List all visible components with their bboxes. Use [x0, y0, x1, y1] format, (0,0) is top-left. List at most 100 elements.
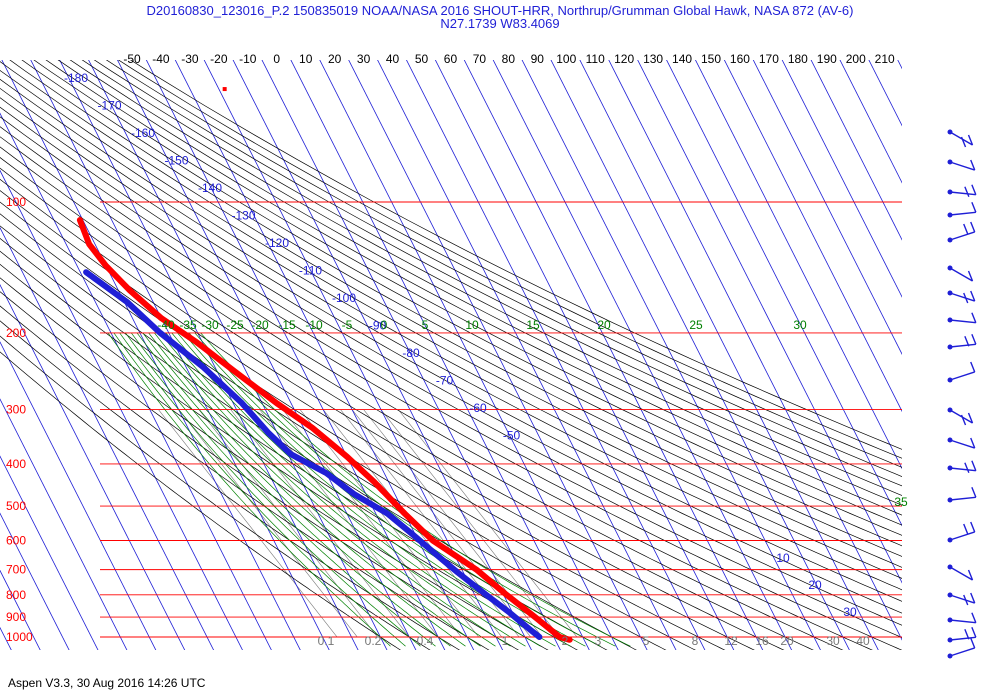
- wind-barb: [947, 312, 977, 324]
- theta-e-label: 20: [808, 578, 822, 592]
- x-tick-label: 130: [643, 52, 663, 66]
- isotherm-line: [0, 512, 70, 650]
- isotherm-line: [88, 60, 388, 650]
- moist-adiabat-label: 20: [597, 318, 611, 332]
- wind-barb-shaft: [949, 409, 973, 424]
- wind-barb-flag: [971, 184, 977, 195]
- moist-adiabat-label: -35: [179, 318, 197, 332]
- isotherm-line: [868, 60, 902, 127]
- x-tick-label: 190: [817, 52, 837, 66]
- wind-barb: [947, 202, 977, 218]
- dry-adiabat-label: -100: [332, 291, 356, 305]
- wind-barb-flag: [964, 186, 970, 197]
- moist-adiabat-line: [142, 332, 481, 647]
- wind-barb-flag: [970, 159, 976, 171]
- wind-barb-shaft: [949, 131, 973, 146]
- dry-adiabat-line: [0, 136, 902, 650]
- dry-adiabat-label: -60: [469, 401, 487, 415]
- isotherm-line: [666, 60, 902, 527]
- moist-adiabat-label: 30: [793, 318, 807, 332]
- x-tick-label: 70: [473, 52, 487, 66]
- dry-adiabat-line: [0, 126, 902, 638]
- wind-barb-flag: [970, 361, 976, 373]
- x-tick-label: -20: [210, 52, 228, 66]
- wind-barb: [947, 460, 977, 473]
- dry-adiabat-line: [9, 60, 902, 547]
- x-tick-label: 20: [328, 52, 342, 66]
- wind-barb-flag: [964, 462, 970, 473]
- dry-adiabat-label: -70: [436, 374, 454, 388]
- dry-adiabat-line: [0, 61, 902, 557]
- dry-adiabat-label: -150: [164, 154, 188, 168]
- dry-adiabat-line: [0, 78, 902, 579]
- pressure-label: 100: [6, 195, 26, 209]
- moist-adiabat-label: -10: [305, 318, 323, 332]
- x-tick-label: 200: [846, 52, 866, 66]
- mixing-ratio-label: 12: [724, 634, 738, 648]
- x-tick-label: 50: [415, 52, 429, 66]
- wind-barb-shaft: [949, 371, 975, 381]
- x-tick-label: 120: [614, 52, 634, 66]
- moist-adiabats: [107, 332, 631, 647]
- isotherm-line: [232, 60, 532, 650]
- wind-barb-shaft: [949, 439, 975, 449]
- wind-barb-flag: [967, 412, 974, 424]
- dry-adiabats: [0, 60, 902, 650]
- wind-barb-flag: [970, 637, 976, 649]
- x-tick-label: 10: [299, 52, 313, 66]
- mixing-ratio-line: [351, 409, 531, 638]
- isotherm-line: [59, 60, 359, 650]
- pressure-label: 700: [6, 563, 26, 577]
- dry-adiabat-line: [0, 106, 902, 614]
- dry-adiabat-label: -110: [299, 264, 322, 278]
- wind-barb: [947, 221, 976, 243]
- moist-adiabat-line: [107, 332, 391, 647]
- wind-barb-flag: [970, 221, 976, 233]
- wind-barb-shaft: [949, 647, 975, 657]
- isotherm-line: [434, 60, 735, 650]
- dry-adiabat-line: [117, 60, 902, 459]
- wind-barb-shaft: [949, 496, 976, 501]
- dry-adiabat-line: [0, 157, 844, 650]
- dry-adiabat-line: [93, 60, 902, 477]
- dry-adiabat-label: -180: [64, 71, 88, 85]
- wind-barb: [947, 129, 974, 148]
- pressure-label: 600: [6, 533, 26, 547]
- wind-barb-shaft: [949, 619, 976, 624]
- dry-adiabat-label: -170: [97, 99, 121, 113]
- mixing-ratio-line: [299, 409, 479, 638]
- pressure-label: 300: [6, 403, 26, 417]
- x-tick-label: 210: [875, 52, 895, 66]
- dry-adiabat-line: [0, 351, 401, 650]
- mixing-ratio-line: [282, 409, 462, 638]
- isotherm-line: [1, 60, 301, 650]
- moist-adiabat-label: -15: [278, 318, 296, 332]
- dry-adiabat-line: [0, 277, 549, 650]
- mixing-ratio-label: 16: [755, 634, 769, 648]
- wind-barb-flag: [967, 569, 974, 581]
- mixing-ratio-line: [380, 409, 560, 638]
- dry-adiabat-line: [0, 70, 902, 568]
- isotherm-line: [897, 60, 902, 70]
- isotherm-line: [695, 60, 902, 470]
- wind-barb-flag: [960, 414, 967, 426]
- theta-e-label: 10: [776, 551, 790, 565]
- wind-barb: [947, 361, 976, 383]
- theta-e-label: 30: [843, 605, 857, 619]
- dry-adiabat-line: [0, 335, 431, 650]
- dry-adiabat-line: [33, 60, 902, 526]
- wind-barb: [947, 265, 974, 282]
- x-tick-label: 80: [502, 52, 516, 66]
- x-tick-label: 160: [730, 52, 750, 66]
- wind-barb-flag: [971, 627, 977, 638]
- x-tick-label: 40: [386, 52, 400, 66]
- dry-adiabat-label: -130: [231, 209, 255, 223]
- isotherm-line: [521, 60, 821, 650]
- moist-adiabat-line: [159, 332, 526, 647]
- isobars: [100, 201, 902, 638]
- x-tick-label: -10: [239, 52, 257, 66]
- isotherm-line: [145, 60, 446, 650]
- mixing-ratio-label: 8: [692, 634, 699, 648]
- isotherm-line: [0, 283, 186, 650]
